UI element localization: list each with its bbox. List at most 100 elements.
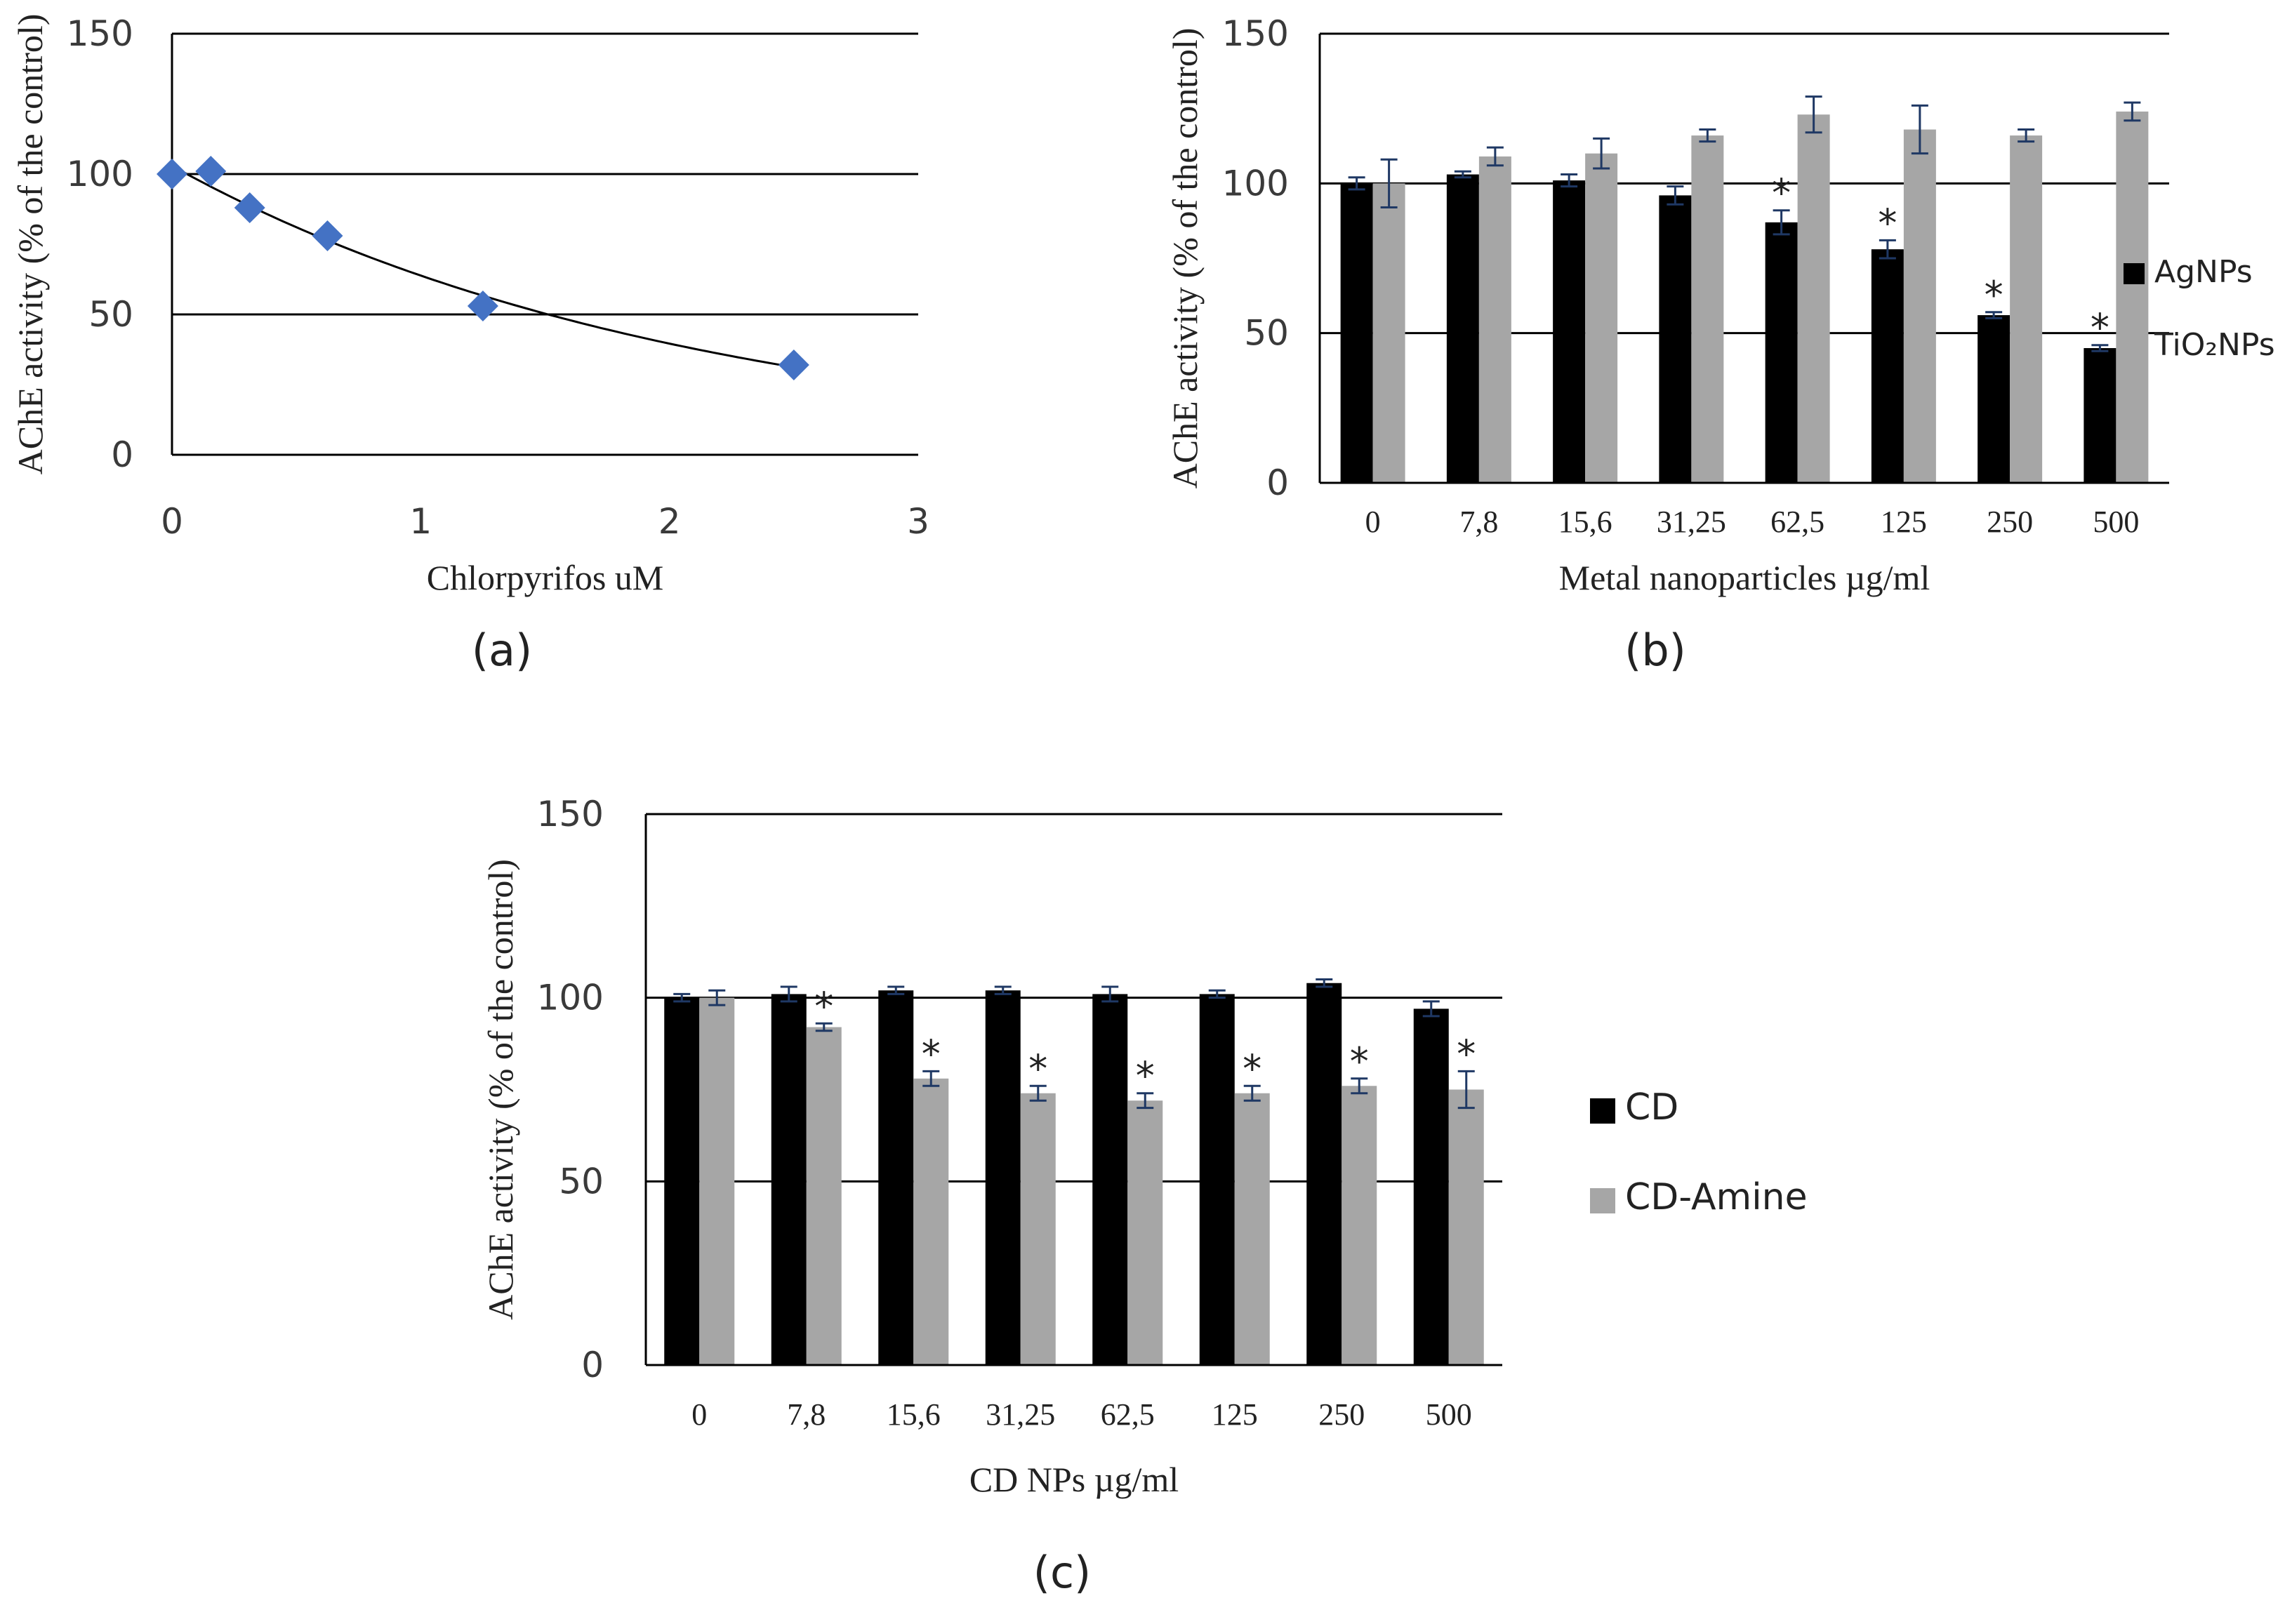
error-bar <box>1380 158 1398 208</box>
x-tick-label: 125 <box>1212 1397 1258 1432</box>
bar-agnps <box>2084 348 2117 483</box>
panel-b: 0 50 100 150 Metal nanoparticles µg/ml AChE a… <box>1165 13 2275 676</box>
legend-label: TiO₂NPs <box>2154 327 2275 363</box>
y-tick-label: 100 <box>67 154 133 194</box>
significance-marker: * <box>922 1032 941 1076</box>
error-bar <box>1454 170 1471 179</box>
bar-cd-amine <box>1020 1093 1056 1365</box>
error-bar <box>1699 128 1716 143</box>
panel-label: (b) <box>1624 625 1686 676</box>
error-bar <box>780 985 797 1003</box>
x-tick-label: 3 <box>907 501 929 542</box>
error-bar <box>1773 209 1790 236</box>
bar-tio-nps <box>1691 135 1724 484</box>
error-bar <box>922 1070 940 1087</box>
y-tick-label: 150 <box>1222 13 1289 54</box>
error-bar <box>887 985 905 995</box>
bar-agnps <box>1340 183 1373 483</box>
bar-cd <box>1306 983 1342 1365</box>
y-axis-title: AChE activity (% of the control) <box>1165 28 1205 489</box>
bar-agnps <box>1659 195 1692 483</box>
panel-c: 0 50 100 150 CD NPs µg/ml AChE activity (% of… <box>481 794 1808 1598</box>
significance-marker: * <box>1136 1054 1155 1098</box>
y-tick-label: 50 <box>1244 313 1289 354</box>
legend-swatch <box>2124 336 2145 357</box>
data-point <box>234 192 265 223</box>
error-bar <box>1348 176 1365 191</box>
error-bar <box>708 989 726 1006</box>
error-bar <box>1667 185 1684 206</box>
y-tick-label: 0 <box>1266 462 1289 503</box>
data-point <box>157 159 187 189</box>
x-axis-title: Metal nanoparticles µg/ml <box>1559 558 1930 597</box>
error-bar <box>1137 1092 1154 1110</box>
bar-tio-nps <box>2116 111 2149 483</box>
error-bar <box>1911 104 1928 155</box>
error-bar <box>2091 344 2109 352</box>
legend-label: CD-Amine <box>1625 1176 1808 1218</box>
bar-tio-nps <box>1797 114 1830 483</box>
x-axis-title: CD NPs µg/ml <box>969 1460 1179 1499</box>
error-bar <box>2018 128 2035 143</box>
error-bar <box>1805 95 1822 134</box>
error-bar <box>1457 1070 1475 1110</box>
x-tick-label: 62,5 <box>1101 1397 1155 1432</box>
bar-cd <box>985 990 1021 1365</box>
bar-cd <box>664 997 700 1365</box>
legend-label: AgNPs <box>2154 254 2253 290</box>
bar-cd-amine <box>1127 1100 1163 1365</box>
error-bar <box>1316 978 1333 988</box>
legend-swatch <box>2124 263 2145 284</box>
error-bar <box>1879 239 1896 260</box>
error-bar <box>1029 1084 1047 1102</box>
bar-agnps <box>1553 180 1586 483</box>
bar-cd-amine <box>699 997 735 1365</box>
y-axis-title: AChE activity (% of the control) <box>481 859 520 1320</box>
bar-tio-nps <box>1478 156 1511 483</box>
error-bar <box>1486 146 1504 167</box>
error-bar <box>815 1022 833 1032</box>
bar-cd <box>771 994 807 1365</box>
legend-swatch <box>1590 1188 1615 1213</box>
bar-agnps <box>1978 315 2011 483</box>
x-tick-label: 125 <box>1881 505 1927 539</box>
bar-tio-nps <box>1372 183 1405 483</box>
bar-cd-amine <box>1342 1086 1377 1365</box>
bar-cd <box>1092 994 1128 1365</box>
bar-agnps <box>1765 222 1798 483</box>
x-tick-label: 0 <box>691 1397 707 1432</box>
error-bar <box>994 985 1012 995</box>
significance-marker: * <box>1350 1039 1369 1084</box>
y-tick-label: 150 <box>537 794 604 834</box>
significance-marker: * <box>1985 273 2003 317</box>
x-tick-label: 7,8 <box>1459 505 1498 539</box>
y-tick-label: 100 <box>1222 163 1289 204</box>
y-tick-label: 100 <box>537 978 604 1018</box>
significance-marker: * <box>1028 1046 1047 1091</box>
bar-cd <box>878 990 914 1365</box>
y-tick-label: 0 <box>111 434 133 475</box>
bar-cd-amine <box>806 1027 842 1365</box>
x-tick-label: 31,25 <box>1657 505 1726 539</box>
y-tick-label: 0 <box>581 1345 604 1385</box>
significance-marker: * <box>1243 1046 1261 1091</box>
error-bar <box>1422 1000 1440 1018</box>
error-bar <box>2124 101 2141 122</box>
data-point <box>778 350 809 380</box>
legend-label: CD <box>1625 1086 1678 1129</box>
error-bar <box>1985 311 2003 319</box>
x-tick-label: 15,6 <box>887 1397 941 1432</box>
x-tick-label: 7,8 <box>787 1397 826 1432</box>
error-bar <box>1101 985 1119 1003</box>
y-tick-label: 50 <box>559 1161 604 1202</box>
x-tick-label: 0 <box>1365 505 1381 539</box>
panel-label: (c) <box>1033 1547 1091 1598</box>
bar-cd <box>1413 1009 1449 1365</box>
data-point <box>467 291 498 321</box>
error-bar <box>673 992 691 1003</box>
bar-tio-nps <box>2010 135 2043 484</box>
error-bar <box>1561 173 1578 188</box>
x-tick-label: 250 <box>1987 505 2033 539</box>
x-tick-label: 500 <box>1426 1397 1472 1432</box>
